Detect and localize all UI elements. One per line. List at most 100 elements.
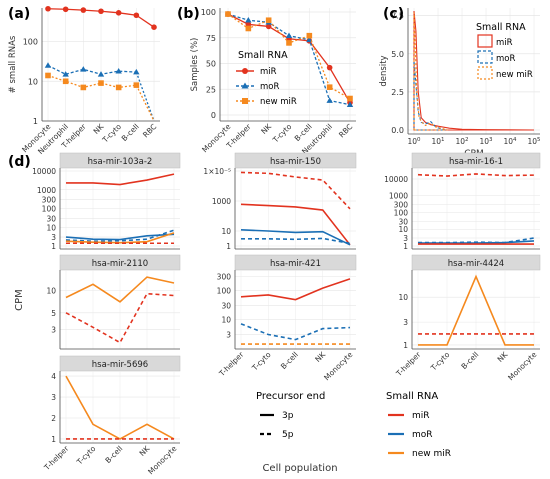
facet-series-line: [240, 278, 351, 301]
panel-label-a: (a): [8, 6, 30, 22]
panel-c-ytick: 2.5: [391, 88, 404, 97]
facet-title: hsa-mir-2110: [92, 259, 148, 269]
facet-title: hsa-mir-4424: [448, 259, 504, 269]
panel-b-ytick: 0: [211, 111, 216, 120]
panel-label-b: (b): [177, 6, 200, 22]
panel-b-point: [265, 23, 272, 30]
facet-series-line: [66, 173, 175, 186]
facet-series-line: [240, 203, 351, 246]
facet-ytick: 4: [51, 372, 56, 381]
panel-a-ylabel: # small RNAs: [8, 35, 18, 93]
panel-c-xtick-exp: 1: [441, 137, 445, 143]
panel-b-point: [245, 17, 252, 23]
facet-ytick: 1000: [389, 192, 408, 201]
facet-ytick: 1000: [212, 197, 231, 206]
facet-ytick: 10: [46, 223, 56, 232]
facet-title: hsa-mir-150: [270, 157, 321, 167]
facet-xtick: T-cyto: [74, 444, 97, 467]
facet-series-line: [418, 240, 535, 244]
panel-a-point: [115, 84, 122, 91]
facet-title: hsa-mir-103a-2: [88, 157, 153, 167]
legend-c-label-newmir: new miR: [496, 70, 533, 80]
facet-xtick: Monocyte: [506, 350, 538, 382]
panel-a-series-tail: [135, 14, 155, 28]
panel-c-xtick: 101: [431, 137, 444, 146]
legend-b-title: Small RNA: [238, 50, 288, 61]
legend-c-item-mor: moR: [477, 50, 515, 64]
panel-a-point: [45, 72, 51, 79]
panel-b-point: [225, 11, 231, 17]
facet-xtick: Monocyte: [146, 444, 178, 476]
panel-c: 0.02.55.07.5100101102103104105densityCPM: [379, 8, 541, 159]
panel-c-xtick: 104: [503, 137, 517, 146]
facet-ytick: 1: [403, 341, 408, 350]
facet-ytick: 1×10⁻⁵: [203, 167, 231, 176]
panel-c-xtick: 102: [455, 137, 468, 146]
panel-a-point: [98, 8, 104, 15]
panel-c-xtick: 103: [479, 137, 493, 146]
facet-hsa-mir-5696: hsa-mir-5696 1 2 3 4 T-helper T-cyto B-cell NKMo…: [42, 355, 181, 476]
facet-ytick: 10: [398, 225, 408, 234]
panel-b-point: [286, 40, 292, 46]
legend-c-item-newmir: new miR: [477, 66, 533, 80]
facet-xtick: T-helper: [42, 443, 71, 472]
panel-a-point: [62, 6, 69, 13]
facet-ytick: 1: [226, 242, 231, 251]
facet-xtick: T-helper: [217, 349, 246, 378]
panel-a-point: [62, 71, 69, 77]
facet-ytick: 10000: [32, 167, 56, 176]
panel-label-d: (d): [8, 154, 31, 170]
legend-b: Small RNA miR moR new miR: [236, 50, 297, 107]
legend-d-rna-label-mor: moR: [412, 430, 433, 440]
panel-a-series-tail: [135, 71, 155, 122]
panel-b-xtick: Monocyte: [200, 122, 232, 154]
legend-d-rna-label-newmir: new miR: [412, 449, 451, 459]
facet-ytick: 2: [51, 414, 56, 423]
facet-hsa-mir-2110: hsa-mir-2110 3 5 10: [46, 254, 181, 350]
legend-b-item-newmir: new miR: [236, 97, 297, 107]
panel-c-xtick-exp: 0: [417, 137, 421, 143]
legend-d-end-label-3p: 3p: [282, 411, 294, 421]
facet-series-line: [418, 274, 534, 346]
panel-c-xtick-exp: 3: [489, 137, 493, 143]
panel-c-xtick-exp: 4: [513, 137, 517, 143]
panel-d: hsa-mir-103a-2131030100300100010000hsa-m…: [14, 152, 541, 476]
panel-c-density: [413, 12, 448, 131]
panel-c-xtick-base: 10: [479, 137, 489, 146]
facet-ytick: 30: [398, 217, 408, 226]
panel-c-ylabel: density: [379, 55, 389, 86]
panel-a-point: [133, 12, 140, 19]
facet-series-line: [65, 232, 175, 244]
panel-a-series-tail: [135, 84, 155, 122]
panel-b-ytick: 100: [201, 8, 216, 17]
legend-c-label-mir: miR: [496, 38, 513, 48]
panel-c-xtick-exp: 2: [465, 137, 469, 143]
facet-xtick: B-cell: [103, 444, 124, 465]
facet-ytick: 10000: [384, 175, 408, 184]
facet-ytick: 10: [221, 315, 231, 324]
panel-a-point: [80, 66, 87, 72]
panel-b-point: [245, 25, 252, 32]
facet-ytick: 3: [51, 393, 56, 402]
panel-a-point: [133, 68, 140, 75]
panel-c-xtick-base: 10: [455, 137, 465, 146]
legend-b-label-mir: miR: [260, 67, 277, 77]
facet-ytick: 100: [42, 205, 57, 214]
legend-d-end-title: Precursor end: [256, 391, 325, 402]
panel-b-point: [347, 95, 353, 102]
legend-d-rna-title: Small RNA: [386, 391, 438, 402]
panel-b-ylabel: Samples (%): [190, 38, 200, 92]
facet-series-line: [240, 229, 351, 246]
facet-xtick: NK: [313, 349, 328, 364]
panel-c-ytick: 0.0: [391, 126, 404, 135]
facet-xtick: Monocyte: [322, 350, 354, 382]
facet-ytick: 3: [403, 318, 408, 327]
panel-b-ytick: 50: [206, 60, 216, 69]
facet-xtick: T-cyto: [428, 350, 451, 373]
panel-a-ytick: 10: [28, 77, 38, 86]
facet-ytick: 100: [394, 208, 409, 217]
legend-b-label-mor: moR: [260, 82, 279, 92]
facet-ytick: 300: [217, 273, 232, 282]
